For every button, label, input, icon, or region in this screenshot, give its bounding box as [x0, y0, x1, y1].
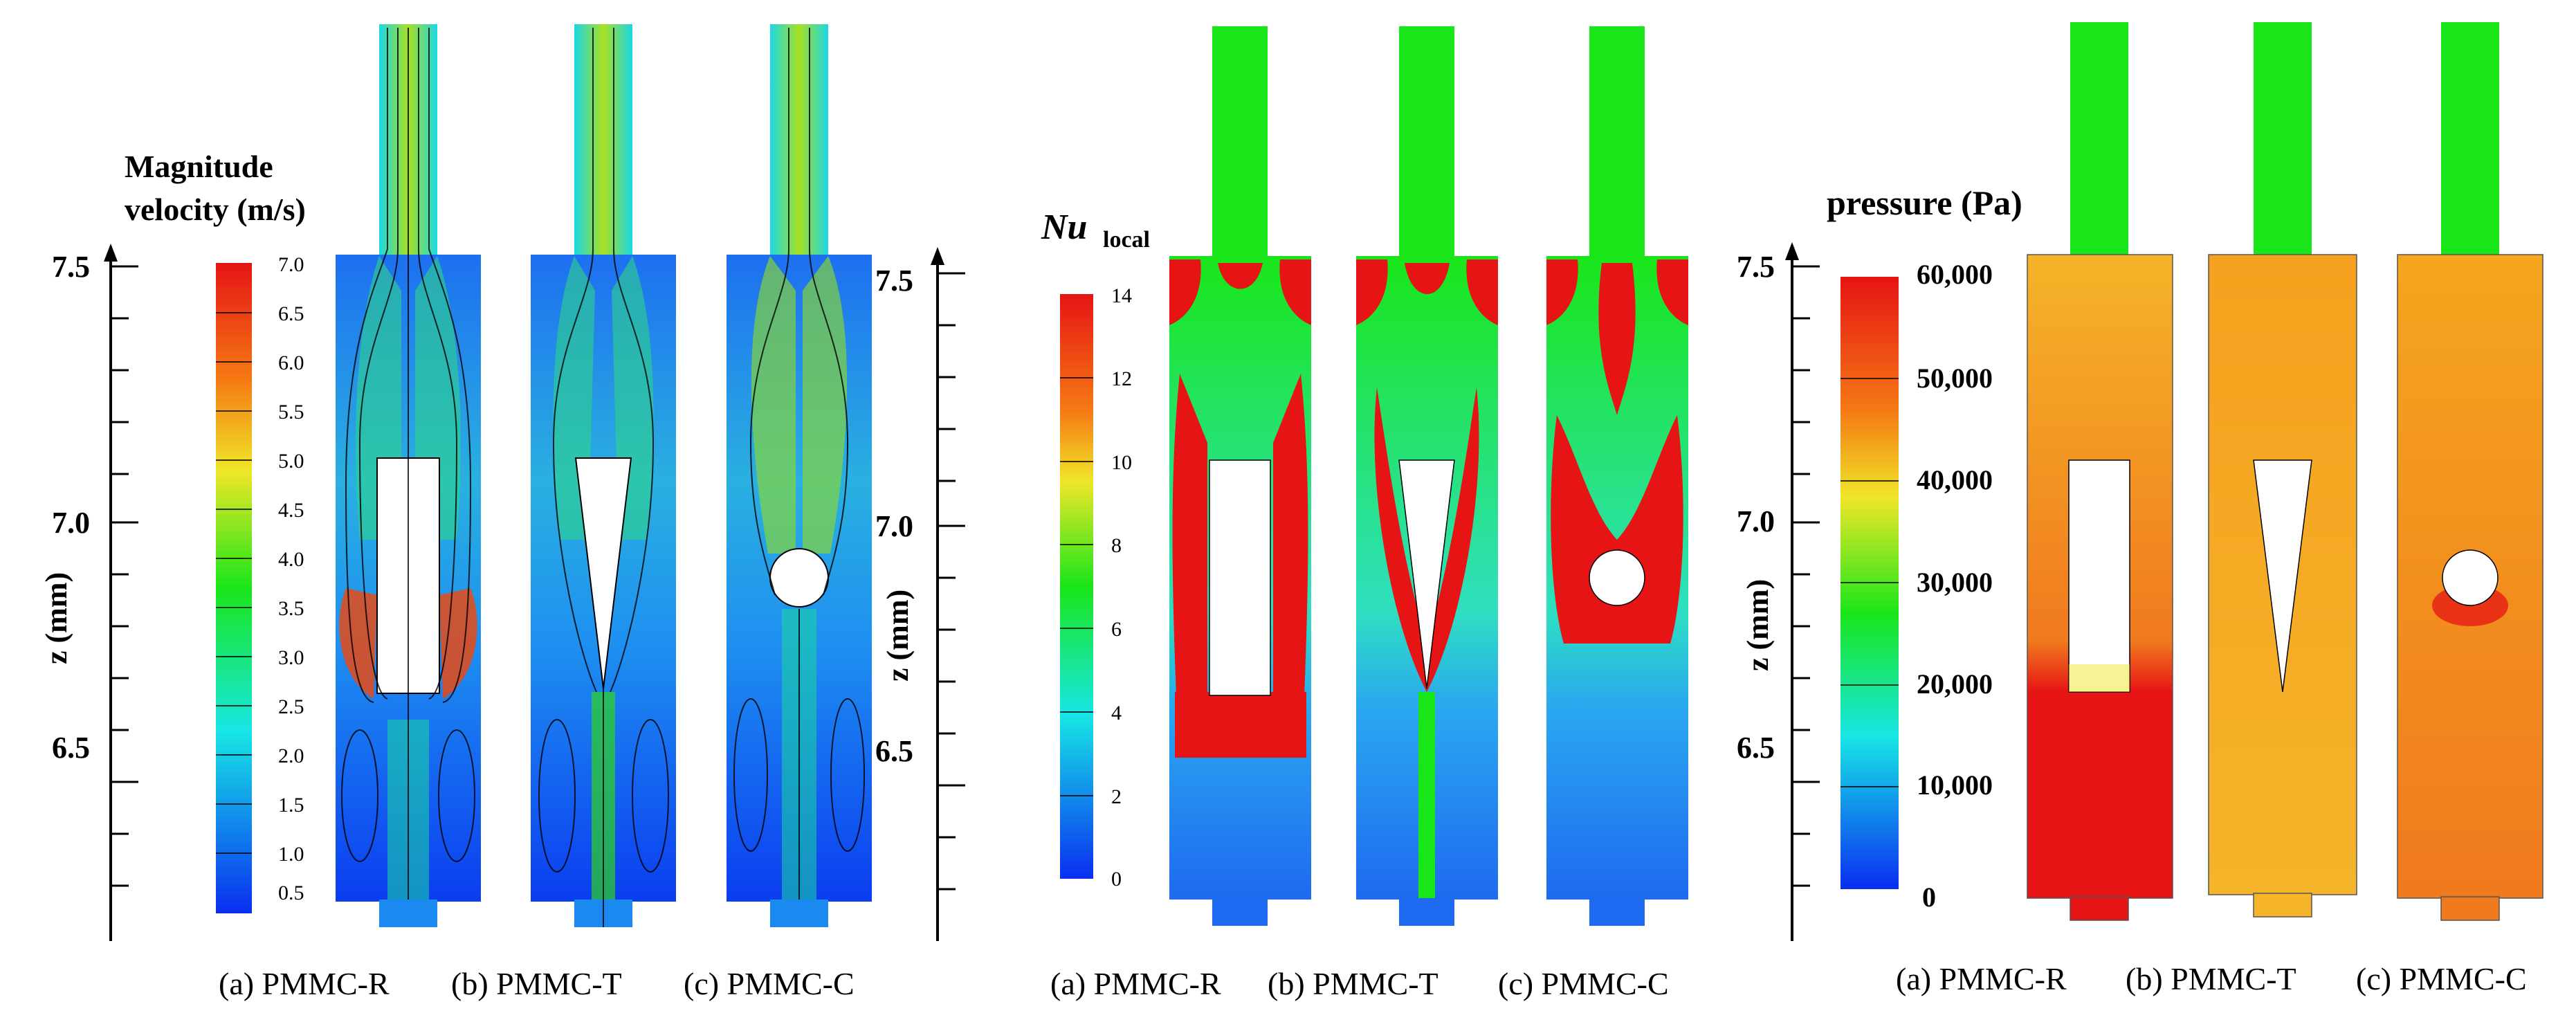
velocity-colorbar-ticks: [216, 312, 252, 854]
velocity-colorbar-label: 2.5: [278, 695, 304, 718]
velocity-caption-b: (b) PMMC-T: [451, 966, 622, 1001]
nusselt-channel-pmmc-t: [1356, 26, 1498, 926]
velocity-colorbar-label: 5.0: [278, 450, 304, 473]
nusselt-caption-c: (c) PMMC-C: [1498, 966, 1669, 1001]
velocity-channel-pmmc-r: [336, 24, 481, 927]
pressure-axis-tick: 7.0: [1737, 504, 1775, 538]
nusselt-colorbar-label: 12: [1111, 367, 1132, 390]
velocity-colorbar-label: 0.5: [278, 882, 304, 904]
velocity-colorbar: [216, 263, 252, 913]
pressure-colorbar-label: 20,000: [1917, 668, 1993, 700]
velocity-colorbar-label: 5.5: [278, 401, 304, 423]
pressure-channel-pmmc-c: [2397, 22, 2543, 921]
pressure-title: pressure (Pa): [1827, 183, 2022, 222]
velocity-colorbar-label: 2.0: [278, 745, 304, 767]
nusselt-colorbar-label: 10: [1111, 451, 1132, 474]
nusselt-z-axis: [931, 247, 965, 941]
nusselt-panel: Nu local 7.5 7.0 6.5 z (mm): [875, 26, 1688, 1001]
nusselt-colorbar-label: 2: [1111, 785, 1122, 808]
pressure-colorbar-label: 40,000: [1917, 464, 1993, 495]
pressure-colorbar-label: 60,000: [1917, 259, 1993, 290]
nusselt-colorbar-label: 4: [1111, 702, 1122, 724]
nusselt-colorbar-ticks: [1060, 377, 1093, 796]
pressure-channel-pmmc-r: [2027, 22, 2173, 921]
pressure-caption-a: (a) PMMC-R: [1896, 961, 2067, 996]
velocity-caption-c: (c) PMMC-C: [684, 966, 855, 1001]
pressure-caption-c: (c) PMMC-C: [2356, 961, 2527, 996]
velocity-title-line2: velocity (m/s): [125, 192, 306, 227]
nusselt-axis-tick: 7.5: [875, 264, 913, 298]
velocity-colorbar-label: 3.5: [278, 597, 304, 620]
velocity-colorbar-label: 1.5: [278, 794, 304, 816]
nusselt-title-subscript: local: [1103, 227, 1150, 253]
velocity-colorbar-label: 4.0: [278, 548, 304, 571]
pressure-axis-label: z (mm): [1741, 579, 1775, 671]
velocity-channel-pmmc-c: [727, 24, 872, 927]
nusselt-colorbar-label: 0: [1111, 868, 1122, 891]
nusselt-channel-pmmc-c: [1546, 26, 1688, 926]
velocity-panel: Magnitude velocity (m/s) 7.5 7.0 6.5 z (…: [39, 24, 872, 1001]
velocity-z-axis: [104, 244, 138, 941]
nusselt-colorbar-label: 8: [1111, 534, 1122, 557]
velocity-colorbar-label: 6.5: [278, 302, 304, 325]
nusselt-colorbar-label: 14: [1111, 284, 1132, 307]
pressure-z-axis: [1785, 242, 1820, 941]
velocity-colorbar-label: 4.5: [278, 499, 304, 522]
pressure-axis-tick: 6.5: [1737, 731, 1775, 765]
pressure-colorbar-label: 30,000: [1917, 567, 1993, 598]
nusselt-channel-pmmc-r: [1169, 26, 1311, 926]
nusselt-caption-a: (a) PMMC-R: [1050, 966, 1221, 1001]
pressure-colorbar-ticks: [1840, 378, 1899, 787]
nusselt-colorbar: [1060, 294, 1093, 879]
pressure-channel-pmmc-t: [2208, 22, 2357, 918]
velocity-colorbar-label: 7.0: [278, 253, 304, 276]
velocity-colorbar-label: 6.0: [278, 352, 304, 374]
nusselt-caption-b: (b) PMMC-T: [1268, 966, 1438, 1001]
velocity-axis-label: z (mm): [39, 572, 73, 664]
velocity-channel-pmmc-t: [531, 24, 676, 927]
pressure-colorbar-label: 50,000: [1917, 363, 1993, 394]
nusselt-colorbar-label: 6: [1111, 618, 1122, 641]
pressure-colorbar-label: 10,000: [1917, 769, 1993, 801]
nusselt-axis-tick: 7.0: [875, 509, 913, 543]
pressure-caption-b: (b) PMMC-T: [2126, 961, 2296, 996]
velocity-axis-tick: 7.5: [52, 250, 90, 284]
velocity-title-line1: Magnitude: [125, 149, 273, 184]
pressure-axis-tick: 7.5: [1737, 250, 1775, 284]
velocity-colorbar-label: 3.0: [278, 646, 304, 669]
pressure-colorbar-label: 0: [1922, 882, 1936, 913]
velocity-axis-tick: 7.0: [52, 506, 90, 540]
velocity-caption-a: (a) PMMC-R: [219, 966, 390, 1001]
nusselt-axis-label: z (mm): [881, 590, 915, 682]
velocity-axis-tick: 6.5: [52, 731, 90, 765]
velocity-colorbar-label: 1.0: [278, 843, 304, 866]
nusselt-title-main: Nu: [1041, 208, 1087, 247]
pressure-panel: pressure (Pa) 7.5 7.0 6.5 z (mm): [1737, 22, 2543, 996]
nusselt-axis-tick: 6.5: [875, 734, 913, 768]
